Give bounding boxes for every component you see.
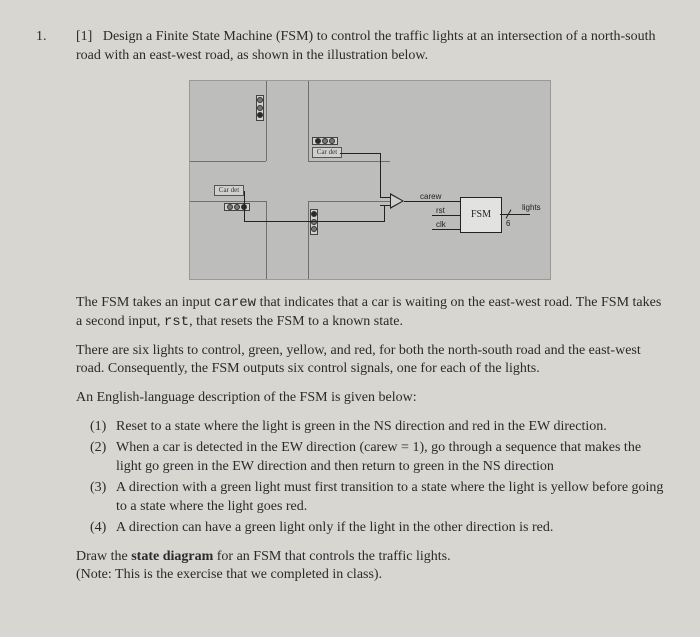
rule-4: (4) A direction can have a green light o…	[90, 519, 664, 538]
rule-4-text: A direction can have a green light only …	[116, 519, 664, 538]
rule-1-num: (1)	[90, 418, 116, 437]
road-line	[308, 161, 390, 162]
question-row: 1. [1] Design a Finite State Machine (FS…	[36, 28, 664, 595]
road-line	[190, 201, 266, 202]
rule-3-num: (3)	[90, 479, 116, 517]
rule-3-text: A direction with a green light must firs…	[116, 479, 664, 517]
code-rst: rst	[164, 314, 189, 330]
para-lights: There are six lights to control, green, …	[76, 342, 664, 380]
para-inputs: The FSM takes an input carew that indica…	[76, 294, 664, 332]
traffic-light-ns-top	[256, 95, 264, 121]
p1c: , that resets the FSM to a known state.	[189, 314, 403, 329]
traffic-light-ns-bottom	[310, 209, 318, 235]
fsm-box: FSM	[460, 197, 502, 233]
car-det-top-label: Car det	[317, 148, 337, 156]
task-b: state diagram	[131, 549, 213, 564]
code-carew: carew	[214, 295, 256, 311]
bus-width: 6	[506, 219, 510, 230]
traffic-light-ew-bottom	[224, 203, 250, 211]
label-carew: carew	[420, 192, 441, 203]
q-points: [1]	[76, 29, 92, 44]
wire	[244, 221, 384, 222]
note: (Note: This is the exercise that we comp…	[76, 567, 382, 582]
rule-4-num: (4)	[90, 519, 116, 538]
rule-3: (3) A direction with a green light must …	[90, 479, 664, 517]
p1a: The FSM takes an input	[76, 295, 214, 310]
rule-2-text: When a car is detected in the EW directi…	[116, 439, 664, 477]
task-line: Draw the state diagram for an FSM that c…	[76, 548, 664, 586]
wire	[380, 197, 390, 198]
wire	[384, 205, 385, 222]
wire	[380, 153, 381, 197]
road-line	[266, 201, 267, 279]
task-a: Draw the	[76, 549, 131, 564]
q-prompt: Design a Finite State Machine (FSM) to c…	[76, 29, 655, 63]
rules-list: (1) Reset to a state where the light is …	[90, 418, 664, 537]
label-rst: rst	[436, 206, 445, 217]
traffic-light-ew-top	[312, 137, 338, 145]
rule-2: (2) When a car is detected in the EW dir…	[90, 439, 664, 477]
page: 1. [1] Design a Finite State Machine (FS…	[0, 0, 700, 615]
label-clk: clk	[436, 220, 446, 231]
wire	[244, 191, 245, 221]
task-c: for an FSM that controls the traffic lig…	[213, 549, 450, 564]
rule-1: (1) Reset to a state where the light is …	[90, 418, 664, 437]
rule-2-num: (2)	[90, 439, 116, 477]
q-num-text: 1.	[36, 29, 47, 44]
road-line	[266, 81, 267, 161]
figure: Car det Car det	[189, 80, 551, 280]
gate-icon	[390, 193, 404, 209]
label-lights: lights	[522, 203, 541, 214]
wire	[340, 153, 380, 154]
road-line	[308, 201, 309, 279]
road-line	[190, 161, 266, 162]
car-det-left-box: Car det	[214, 185, 244, 196]
car-det-left-label: Car det	[219, 186, 239, 194]
fsm-label: FSM	[471, 208, 491, 222]
question-body: [1] Design a Finite State Machine (FSM) …	[76, 28, 664, 595]
wire	[500, 214, 530, 215]
para-desc-intro: An English-language description of the F…	[76, 389, 664, 408]
figure-wrap: Car det Car det	[76, 80, 664, 280]
road-line	[308, 81, 309, 161]
wire	[380, 205, 390, 206]
question-number: 1.	[36, 28, 76, 595]
road-line	[308, 201, 390, 202]
rule-1-text: Reset to a state where the light is gree…	[116, 418, 664, 437]
car-det-top-box: Car det	[312, 147, 342, 158]
